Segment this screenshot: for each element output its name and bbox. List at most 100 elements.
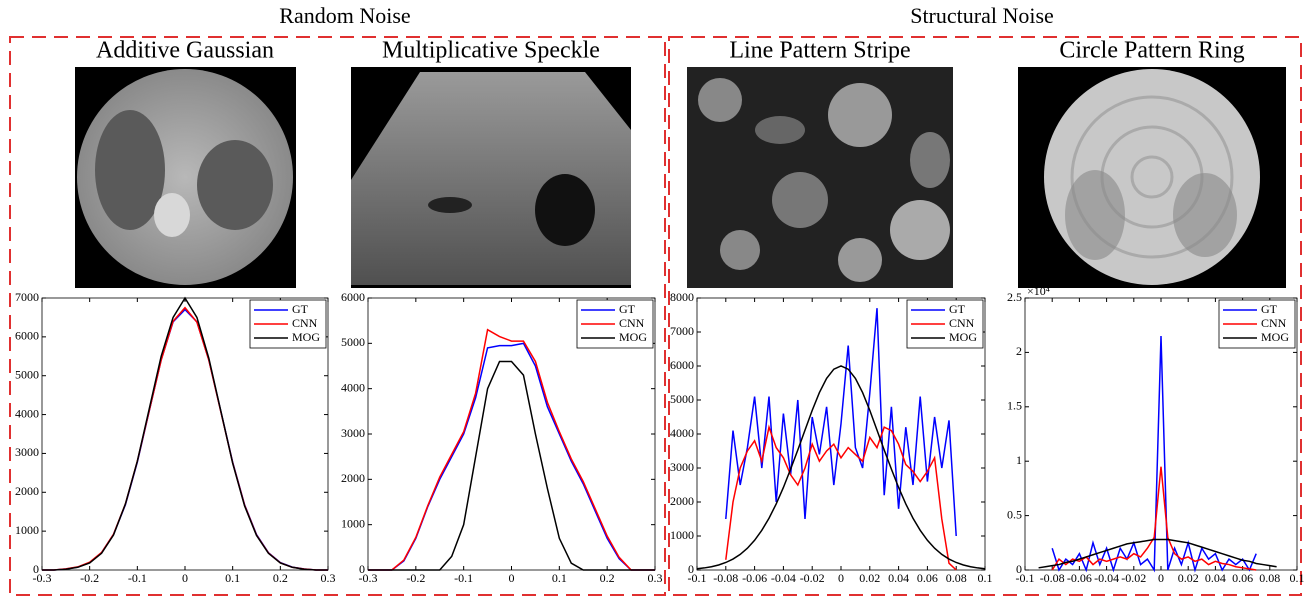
x-tick-label: -0.3 — [33, 571, 52, 585]
x-tick-label: 0.08 — [946, 571, 967, 585]
x-tick-label: 0.08 — [1259, 571, 1280, 585]
x-tick-label: -0.02 — [1121, 571, 1146, 585]
x-tick-label: -0.2 — [406, 571, 425, 585]
panel-title: Circle Pattern Ring — [1059, 38, 1244, 64]
y-tick-label: 2 — [1016, 344, 1022, 358]
y-tick-label: 1000 — [15, 523, 39, 537]
y-tick-label: 2000 — [15, 484, 39, 498]
x-tick-label: -0.06 — [742, 571, 767, 585]
legend-label: CNN — [292, 316, 318, 330]
x-tick-label: 0.1 — [552, 571, 567, 585]
y-tick-label: 1.5 — [1007, 399, 1022, 413]
x-tick-label: -0.08 — [713, 571, 738, 585]
x-tick-label: 0 — [1158, 571, 1164, 585]
image-pollen — [687, 67, 953, 288]
y-tick-label: 0 — [33, 562, 39, 576]
legend-label: CNN — [1261, 316, 1287, 330]
group-title: Structural Noise — [910, 3, 1054, 28]
line-series — [368, 360, 655, 571]
legend-label: GT — [1261, 302, 1278, 316]
line-series — [725, 308, 957, 537]
y-tick-label: 2000 — [670, 494, 694, 508]
x-tick-label: 0.04 — [888, 571, 909, 585]
x-tick-label: 0.1 — [225, 571, 240, 585]
image-ring — [1018, 67, 1286, 288]
panel-title: Multiplicative Speckle — [382, 38, 600, 64]
x-tick-label: 0.2 — [273, 571, 288, 585]
legend-label: CNN — [949, 316, 975, 330]
x-tick-label: -0.2 — [80, 571, 99, 585]
y-tick-label: 4000 — [670, 426, 694, 440]
y-exponent: ×10⁴ — [1027, 284, 1050, 298]
legend-label: GT — [292, 302, 309, 316]
line-series — [725, 424, 957, 571]
x-tick-label: 0.04 — [1205, 571, 1226, 585]
legend-label: MOG — [292, 330, 320, 344]
x-tick-label: 0.06 — [917, 571, 938, 585]
image-ct — [75, 67, 296, 288]
group-box — [9, 36, 666, 596]
line-series — [1051, 336, 1257, 573]
x-tick-label: 0.1 — [978, 571, 993, 585]
x-tick-label: 0.3 — [648, 571, 663, 585]
y-tick-label: 7000 — [15, 290, 39, 304]
legend-label: GT — [619, 302, 636, 316]
y-tick-label: 6000 — [670, 358, 694, 372]
panel-title: Additive Gaussian — [96, 38, 274, 64]
x-tick-label: -0.04 — [1094, 571, 1119, 585]
line-series — [696, 365, 986, 570]
x-tick-label: 0 — [182, 571, 188, 585]
line-series — [1038, 538, 1277, 569]
y-tick-label: 1000 — [670, 528, 694, 542]
y-tick-label: 0 — [1016, 562, 1022, 576]
y-tick-label: 5000 — [15, 367, 39, 381]
legend-label: MOG — [949, 330, 977, 344]
y-tick-label: 4000 — [341, 380, 365, 394]
x-tick-label: -0.1 — [454, 571, 473, 585]
legend-label: MOG — [1261, 330, 1289, 344]
y-tick-label: 1 — [1016, 453, 1022, 467]
x-tick-label: 0.1 — [1290, 571, 1305, 585]
y-tick-label: 2.5 — [1007, 290, 1022, 304]
line-series — [42, 296, 328, 571]
line-series — [368, 328, 655, 571]
legend-label: GT — [949, 302, 966, 316]
y-tick-label: 4000 — [15, 406, 39, 420]
y-tick-label: 0.5 — [1007, 507, 1022, 521]
x-tick-label: -0.3 — [359, 571, 378, 585]
x-tick-label: -0.1 — [688, 571, 707, 585]
image-ultrasound — [351, 67, 631, 288]
x-tick-label: -0.06 — [1067, 571, 1092, 585]
y-tick-label: 3000 — [341, 426, 365, 440]
x-tick-label: 0.3 — [321, 571, 336, 585]
legend-label: CNN — [619, 316, 645, 330]
x-tick-label: -0.1 — [1016, 571, 1035, 585]
y-tick-label: 7000 — [670, 324, 694, 338]
x-tick-label: 0.2 — [600, 571, 615, 585]
x-tick-label: 0.06 — [1232, 571, 1253, 585]
x-tick-label: -0.08 — [1040, 571, 1065, 585]
y-tick-label: 0 — [359, 562, 365, 576]
y-tick-label: 1000 — [341, 516, 365, 530]
x-tick-label: 0.02 — [1178, 571, 1199, 585]
x-tick-label: 0.02 — [859, 571, 880, 585]
y-tick-label: 5000 — [341, 335, 365, 349]
legend-label: MOG — [619, 330, 647, 344]
x-tick-label: -0.1 — [128, 571, 147, 585]
x-tick-label: -0.02 — [800, 571, 825, 585]
x-tick-label: -0.04 — [771, 571, 796, 585]
y-tick-label: 8000 — [670, 290, 694, 304]
group-box — [668, 36, 1302, 596]
y-tick-label: 3000 — [670, 460, 694, 474]
y-tick-label: 0 — [688, 562, 694, 576]
x-tick-label: 0 — [838, 571, 844, 585]
y-tick-label: 6000 — [15, 329, 39, 343]
y-tick-label: 2000 — [341, 471, 365, 485]
y-tick-label: 6000 — [341, 290, 365, 304]
panel-title: Line Pattern Stripe — [729, 38, 910, 64]
y-tick-label: 5000 — [670, 392, 694, 406]
x-tick-label: 0 — [509, 571, 515, 585]
group-title: Random Noise — [279, 3, 410, 28]
